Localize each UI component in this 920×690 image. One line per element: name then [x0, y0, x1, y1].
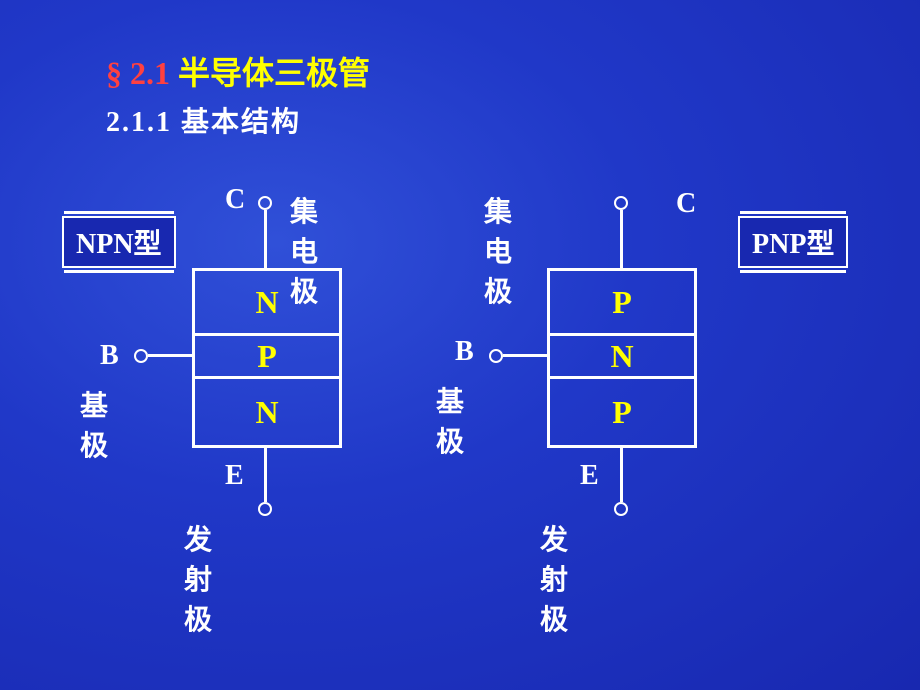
pnp-c-label: C	[676, 188, 696, 220]
pnp-collector-wire	[620, 210, 623, 268]
npn-layer-2: N	[255, 394, 278, 431]
pnp-emitter-terminal	[614, 502, 628, 516]
pnp-e-label: E	[580, 460, 599, 492]
npn-layer-top: N	[192, 268, 342, 336]
pnp-type-box: PNP型	[738, 216, 848, 268]
pnp-type-label: PNP型	[752, 229, 834, 260]
npn-base-name: 基极	[80, 384, 108, 464]
npn-layer-mid: P	[192, 333, 342, 379]
section-title: § 2.1 半导体三极管	[106, 48, 370, 94]
pnp-emitter-wire	[620, 448, 623, 502]
npn-base-wire	[148, 354, 192, 357]
pnp-collector-terminal	[614, 196, 628, 210]
npn-layer-0: N	[255, 284, 278, 321]
pnp-base-name: 基极	[436, 380, 464, 460]
npn-c-label: C	[225, 184, 245, 216]
pnp-collector-name: 集电极	[484, 190, 512, 310]
pnp-b-label: B	[455, 336, 474, 368]
npn-layer-bot: N	[192, 376, 342, 448]
npn-layer-1: P	[257, 338, 277, 375]
section-name: 半导体三极管	[178, 55, 370, 91]
section-symbol: §	[106, 55, 122, 91]
pnp-layer-1: N	[610, 338, 633, 375]
pnp-emitter-name: 发射极	[540, 518, 568, 638]
pnp-layer-mid: N	[547, 333, 697, 379]
npn-base-terminal	[134, 349, 148, 363]
pnp-base-wire	[503, 354, 547, 357]
section-number: 2.1	[130, 55, 170, 91]
subsection-title: 2.1.1 基本结构	[106, 100, 301, 140]
pnp-layer-bot: P	[547, 376, 697, 448]
pnp-layer-0: P	[612, 284, 632, 321]
npn-emitter-name: 发射极	[184, 518, 212, 638]
npn-collector-terminal	[258, 196, 272, 210]
npn-type-label: NPN型	[76, 229, 162, 260]
npn-emitter-terminal	[258, 502, 272, 516]
npn-e-label: E	[225, 460, 244, 492]
npn-type-box: NPN型	[62, 216, 176, 268]
npn-emitter-wire	[264, 448, 267, 502]
npn-b-label: B	[100, 340, 119, 372]
pnp-layer-2: P	[612, 394, 632, 431]
npn-collector-wire	[264, 210, 267, 268]
pnp-base-terminal	[489, 349, 503, 363]
pnp-layer-top: P	[547, 268, 697, 336]
